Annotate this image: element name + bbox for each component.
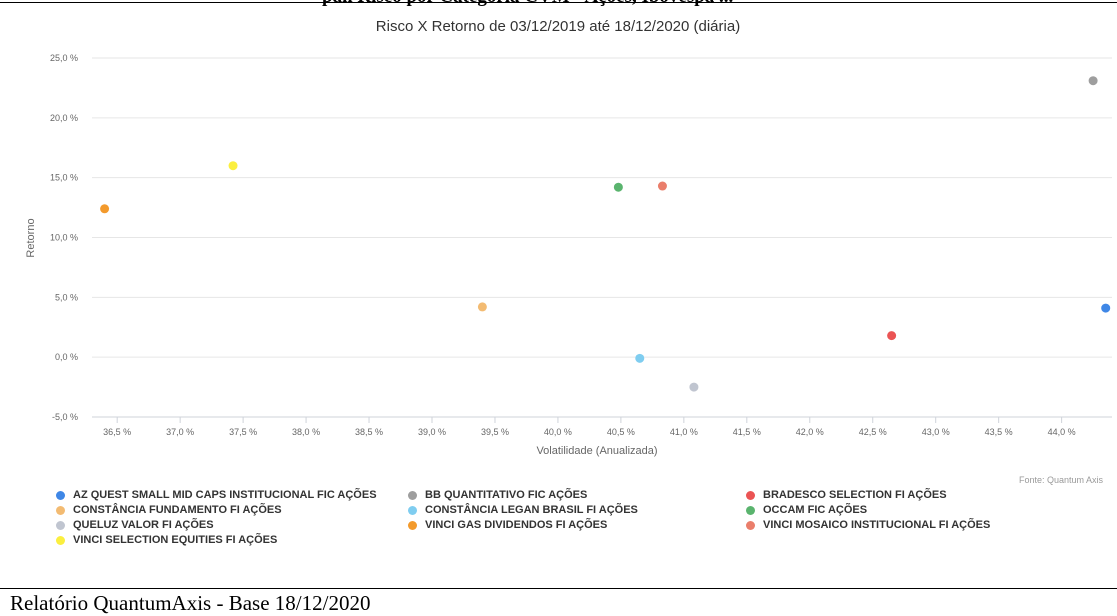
x-tick-label: 42,0 % xyxy=(796,427,824,437)
y-tick-label: 20,0 % xyxy=(50,113,78,123)
legend-marker-icon xyxy=(56,490,65,500)
legend-item[interactable]: CONSTÂNCIA LEGAN BRASIL FI AÇÕES xyxy=(408,504,638,516)
data-point[interactable] xyxy=(477,302,487,312)
x-tick-label: 40,5 % xyxy=(607,427,635,437)
y-tick-label: 10,0 % xyxy=(50,233,78,243)
x-tick-label: 36,5 % xyxy=(103,427,131,437)
legend-marker-icon xyxy=(408,490,417,500)
scatter-chart: Risco X Retorno de 03/12/2019 até 18/12/… xyxy=(25,18,1112,457)
data-point[interactable] xyxy=(635,353,645,363)
legend-label: OCCAM FIC AÇÕES xyxy=(763,504,868,516)
x-tick-label: 40,0 % xyxy=(544,427,572,437)
x-tick-label: 41,0 % xyxy=(670,427,698,437)
x-tick-label: 37,0 % xyxy=(166,427,194,437)
data-point[interactable] xyxy=(613,182,623,192)
x-tick-label: 43,5 % xyxy=(985,427,1013,437)
x-tick-label: 38,0 % xyxy=(292,427,320,437)
legend-marker-icon xyxy=(408,520,417,530)
header-rule xyxy=(0,2,1117,3)
y-tick-label: -5,0 % xyxy=(52,412,78,422)
data-point[interactable] xyxy=(228,161,238,171)
legend-marker-icon xyxy=(746,505,755,515)
legend-label: QUELUZ VALOR FI AÇÕES xyxy=(73,519,214,531)
data-point[interactable] xyxy=(887,331,897,341)
footer-rule xyxy=(0,588,1117,589)
x-tick-label: 39,5 % xyxy=(481,427,509,437)
x-tick-label: 41,5 % xyxy=(733,427,761,437)
legend-item[interactable]: BB QUANTITATIVO FIC AÇÕES xyxy=(408,489,587,501)
y-tick-label: 5,0 % xyxy=(55,292,78,302)
legend-marker-icon xyxy=(56,520,65,530)
data-point[interactable] xyxy=(1088,76,1098,86)
data-point[interactable] xyxy=(1101,303,1111,313)
y-tick-label: 15,0 % xyxy=(50,173,78,183)
y-tick-label: 0,0 % xyxy=(55,352,78,362)
legend-item[interactable]: VINCI GAS DIVIDENDOS FI AÇÕES xyxy=(408,519,607,531)
report-footer: Relatório QuantumAxis - Base 18/12/2020 xyxy=(10,591,371,615)
legend-item[interactable]: QUELUZ VALOR FI AÇÕES xyxy=(56,519,214,531)
legend-marker-icon xyxy=(408,505,417,515)
legend-marker-icon xyxy=(746,520,755,530)
legend-item[interactable]: BRADESCO SELECTION FI AÇÕES xyxy=(746,489,947,501)
y-axis-label: Retorno xyxy=(25,218,37,257)
legend-label: BRADESCO SELECTION FI AÇÕES xyxy=(763,489,947,501)
legend-label: AZ QUEST SMALL MID CAPS INSTITUCIONAL FI… xyxy=(73,489,377,501)
x-tick-label: 44,0 % xyxy=(1048,427,1076,437)
x-axis-ticks: 36,5 % 37,0 % 37,5 % 38,0 % 38,5 % 39,0 % 39,5… xyxy=(103,417,1076,437)
x-tick-label: 37,5 % xyxy=(229,427,257,437)
legend-item[interactable]: CONSTÂNCIA FUNDAMENTO FI AÇÕES xyxy=(56,504,282,516)
legend-item[interactable]: OCCAM FIC AÇÕES xyxy=(746,504,867,516)
legend-item[interactable]: AZ QUEST SMALL MID CAPS INSTITUCIONAL FI… xyxy=(56,489,377,501)
x-tick-label: 43,0 % xyxy=(922,427,950,437)
x-tick-label: 38,5 % xyxy=(355,427,383,437)
data-point[interactable] xyxy=(657,181,667,191)
legend-label: BB QUANTITATIVO FIC AÇÕES xyxy=(425,489,588,501)
data-points xyxy=(100,76,1111,392)
legend-label: VINCI SELECTION EQUITIES FI AÇÕES xyxy=(73,534,278,546)
x-tick-label: 42,5 % xyxy=(859,427,887,437)
x-tick-label: 39,0 % xyxy=(418,427,446,437)
legend-marker-icon xyxy=(56,505,65,515)
legend-label: VINCI MOSAICO INSTITUCIONAL FI AÇÕES xyxy=(763,519,991,531)
y-tick-label: 25,0 % xyxy=(50,53,78,63)
x-axis-label: Volatilidade (Anualizada) xyxy=(536,445,657,457)
legend-item[interactable]: VINCI SELECTION EQUITIES FI AÇÕES xyxy=(56,534,277,546)
legend-label: CONSTÂNCIA LEGAN BRASIL FI AÇÕES xyxy=(425,504,638,516)
legend-marker-icon xyxy=(746,490,755,500)
legend-label: VINCI GAS DIVIDENDOS FI AÇÕES xyxy=(425,519,608,531)
cropped-header-text: palí Risco por Categoria CVM - Ações, Ib… xyxy=(322,0,733,8)
chart-title: Risco X Retorno de 03/12/2019 até 18/12/… xyxy=(376,18,740,35)
legend-marker-icon xyxy=(56,535,65,545)
legend-item[interactable]: VINCI MOSAICO INSTITUCIONAL FI AÇÕES xyxy=(746,519,990,531)
data-point[interactable] xyxy=(100,204,110,214)
y-axis-ticks: -5,0 % 0,0 % 5,0 % 10,0 % 15,0 % 20,0 % 25,0 % xyxy=(50,53,78,422)
source-note: Fonte: Quantum Axis xyxy=(1018,475,1103,485)
legend-label: CONSTÂNCIA FUNDAMENTO FI AÇÕES xyxy=(73,504,282,516)
data-point[interactable] xyxy=(689,382,699,392)
chart-grid xyxy=(92,57,1112,418)
